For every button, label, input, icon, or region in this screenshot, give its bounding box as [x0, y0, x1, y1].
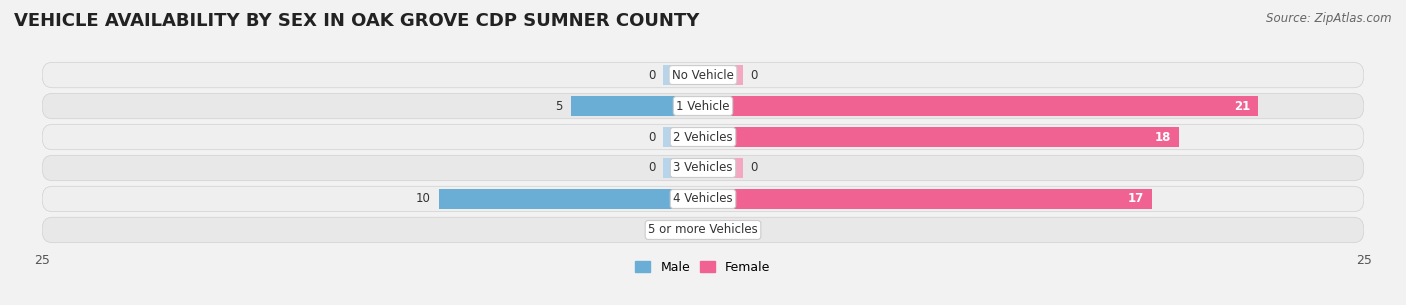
Text: 3 Vehicles: 3 Vehicles: [673, 161, 733, 174]
Bar: [439, 189, 703, 209]
Text: 0: 0: [751, 224, 758, 236]
FancyBboxPatch shape: [42, 155, 1364, 181]
Text: 0: 0: [648, 224, 655, 236]
Bar: [664, 158, 703, 178]
Text: 0: 0: [648, 131, 655, 144]
FancyBboxPatch shape: [42, 186, 1364, 212]
FancyBboxPatch shape: [42, 124, 1364, 150]
Text: 21: 21: [1234, 99, 1250, 113]
Text: 18: 18: [1154, 131, 1171, 144]
FancyBboxPatch shape: [42, 93, 1364, 119]
Text: No Vehicle: No Vehicle: [672, 69, 734, 81]
Text: 2 Vehicles: 2 Vehicles: [673, 131, 733, 144]
Text: 0: 0: [751, 69, 758, 81]
Bar: [703, 220, 742, 239]
Bar: [571, 96, 703, 116]
Text: VEHICLE AVAILABILITY BY SEX IN OAK GROVE CDP SUMNER COUNTY: VEHICLE AVAILABILITY BY SEX IN OAK GROVE…: [14, 12, 699, 30]
FancyBboxPatch shape: [42, 62, 1364, 88]
Text: 17: 17: [1128, 192, 1144, 206]
Text: 0: 0: [751, 161, 758, 174]
Bar: [664, 127, 703, 147]
Bar: [664, 66, 703, 85]
Bar: [703, 158, 742, 178]
Text: 5 or more Vehicles: 5 or more Vehicles: [648, 224, 758, 236]
Text: Source: ZipAtlas.com: Source: ZipAtlas.com: [1267, 12, 1392, 25]
Bar: [703, 96, 1258, 116]
Bar: [703, 66, 742, 85]
Text: 0: 0: [648, 161, 655, 174]
Bar: [703, 127, 1178, 147]
Text: 10: 10: [416, 192, 430, 206]
FancyBboxPatch shape: [42, 217, 1364, 243]
Text: 1 Vehicle: 1 Vehicle: [676, 99, 730, 113]
Legend: Male, Female: Male, Female: [630, 256, 776, 279]
Bar: [703, 189, 1153, 209]
Text: 5: 5: [555, 99, 562, 113]
Bar: [664, 220, 703, 239]
Text: 4 Vehicles: 4 Vehicles: [673, 192, 733, 206]
Text: 0: 0: [648, 69, 655, 81]
